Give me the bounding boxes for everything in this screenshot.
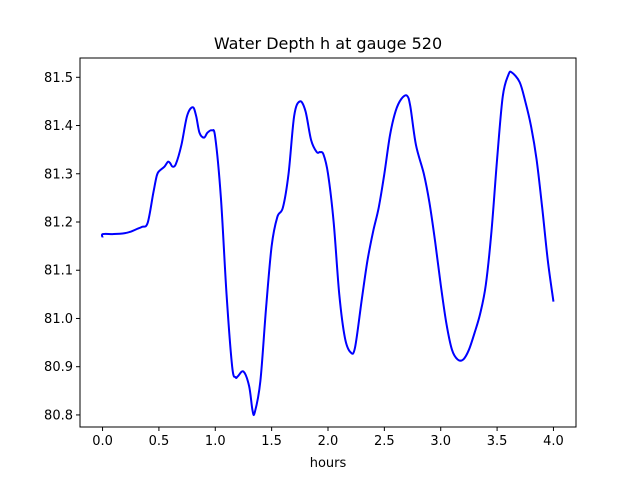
x-tick-label: 3.5 [487,434,508,449]
chart-title: Water Depth h at gauge 520 [214,34,442,53]
x-tick-label: 2.5 [374,434,395,449]
plot-area [100,70,555,417]
x-tick-label: 3.0 [430,434,451,449]
x-tick-label: 1.0 [205,434,226,449]
series-line [100,70,555,417]
x-axis-title: hours [310,456,347,471]
y-tick-label: 81.5 [44,71,73,86]
y-tick-label: 80.9 [44,360,73,375]
axis-ticks: 0.0 0.5 1.0 1.5 2.0 2.5 3.0 3.5 4.0 80.8 80.9 81.0 8… [44,71,564,449]
x-tick-label: 1.5 [261,434,282,449]
x-tick-label: 2.0 [318,434,339,449]
y-tick-label: 81.0 [44,312,73,327]
x-tick-label: 0.0 [92,434,113,449]
x-tick-label: 4.0 [543,434,564,449]
y-tick-label: 81.2 [44,216,73,231]
y-tick-label: 81.4 [44,119,73,134]
y-tick-label: 80.8 [44,408,73,423]
x-tick-label: 0.5 [149,434,170,449]
y-tick-label: 81.3 [44,167,73,182]
y-tick-label: 81.1 [44,264,73,279]
axes-frame [79,57,577,428]
